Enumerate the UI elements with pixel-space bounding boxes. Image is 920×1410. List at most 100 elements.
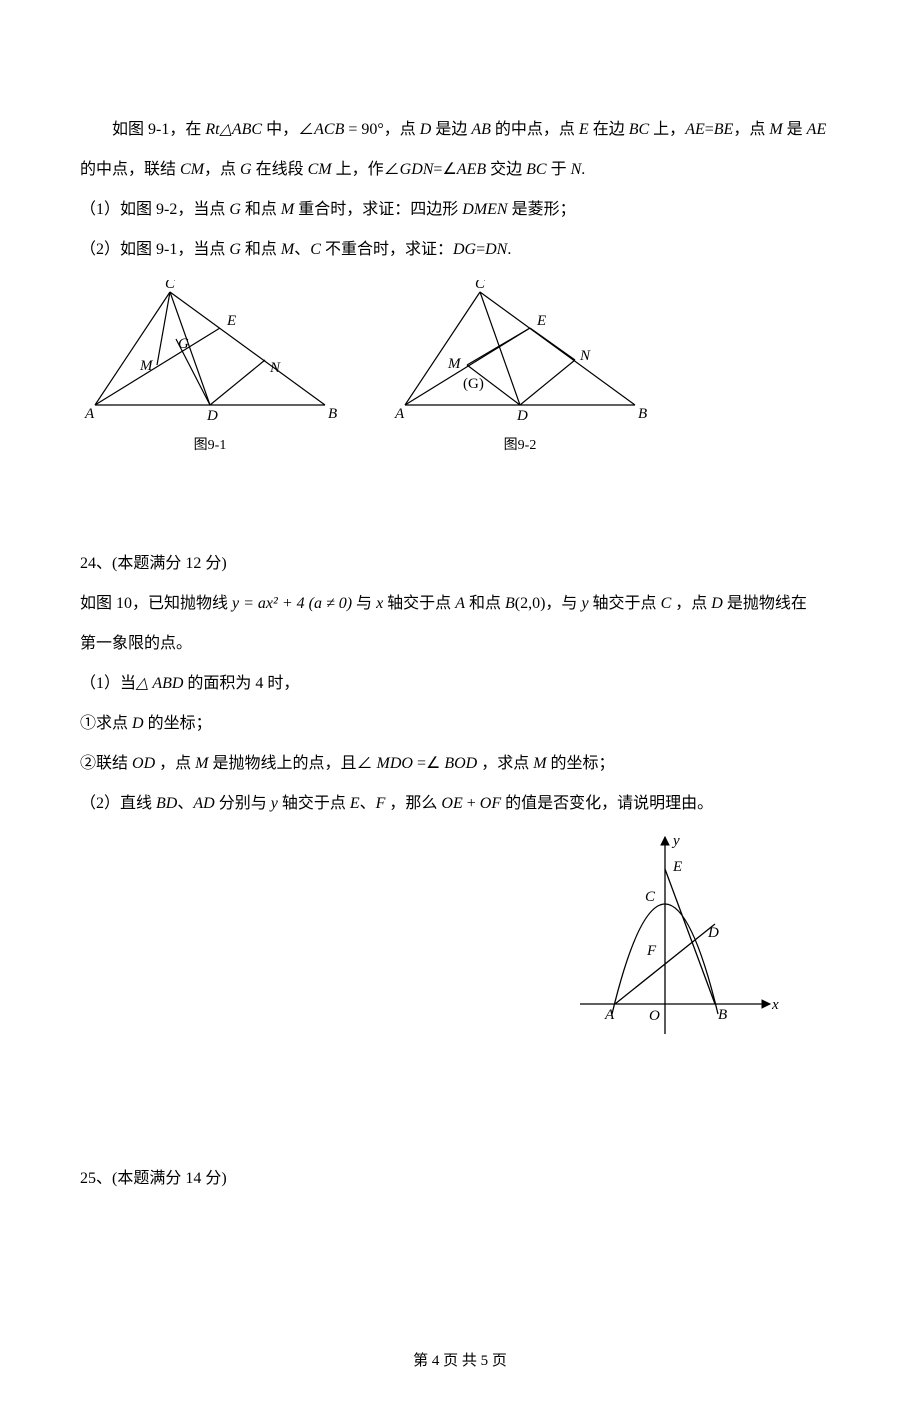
seg: CM — [180, 161, 204, 178]
svg-text:C: C — [165, 280, 176, 292]
pt: G — [229, 241, 241, 258]
text: 的中点，点 — [491, 121, 579, 138]
coord: (2,0) — [515, 595, 546, 612]
svg-text:A: A — [394, 406, 405, 422]
pt: D — [420, 121, 432, 138]
seg: DN — [485, 241, 507, 258]
page-footer: 第 4 页 共 5 页 — [80, 1349, 840, 1370]
seg: AEB — [457, 161, 486, 178]
caption-9-1: 图9-1 — [194, 434, 227, 454]
eq: y = ax² + 4 (a ≠ 0) — [232, 595, 352, 612]
svg-text:A: A — [604, 1007, 615, 1023]
svg-text:N: N — [269, 360, 281, 376]
spacer — [80, 454, 840, 544]
text: 是菱形； — [508, 201, 576, 218]
text: ，求点 — [477, 755, 533, 772]
text: ，点 — [671, 595, 711, 612]
text: 分别与 — [215, 795, 271, 812]
text: 、 — [294, 241, 310, 258]
text: 与 — [352, 595, 376, 612]
eq: = — [413, 755, 426, 772]
q24-sub1: （1）当△ ABD 的面积为 4 时， — [80, 664, 840, 704]
figure-9-1: ABCDEMGN 图9-1 — [80, 280, 340, 454]
text: 的值是否变化，请说明理由。 — [501, 795, 713, 812]
svg-text:E: E — [536, 313, 546, 329]
svg-text:B: B — [328, 406, 337, 422]
text: 是 — [783, 121, 807, 138]
text: 于 — [547, 161, 571, 178]
text: ，点 — [733, 121, 769, 138]
figure-9-2: A B C D E M(G) N 图9-2 — [390, 280, 650, 454]
text: 如图 9-1，在 — [112, 121, 205, 138]
svg-text:D: D — [707, 925, 719, 941]
graph-10: OxyABCDEF — [560, 829, 780, 1039]
text: 是抛物线在 — [723, 595, 807, 612]
diagram-9-1: ABCDEMGN — [80, 280, 340, 430]
text: 轴交于点 — [589, 595, 661, 612]
q23-sub2: （2）如图 9-1，当点 G 和点 M、C 不重合时，求证：DG=DN. — [80, 230, 840, 270]
svg-text:B: B — [638, 406, 647, 422]
text: ，那么 — [385, 795, 441, 812]
text: （2）如图 9-1，当点 — [80, 241, 229, 258]
seg: OE — [441, 795, 462, 812]
tri: △ ABD — [136, 675, 183, 692]
ang: ∠ — [426, 755, 444, 772]
q24-header: 24、(本题满分 12 分) — [80, 544, 840, 584]
text: ，点 — [384, 121, 420, 138]
seg: DG — [453, 241, 476, 258]
q24-graph-container: OxyABCDEF — [80, 829, 840, 1039]
text: 如图 10，已知抛物线 — [80, 595, 232, 612]
eq: = — [476, 241, 485, 258]
pt: F — [376, 795, 386, 812]
text: 在线段 — [252, 161, 308, 178]
seg: BC — [629, 121, 649, 138]
seg: AD — [193, 795, 214, 812]
rt: Rt — [205, 121, 219, 138]
svg-text:N: N — [579, 348, 591, 364]
seg: BE — [714, 121, 734, 138]
axis: y — [271, 795, 278, 812]
svg-text:F: F — [646, 943, 657, 959]
pt: E — [579, 121, 589, 138]
q24-sub1b: ②联结 OD ，点 M 是抛物线上的点，且∠ MDO =∠ BOD ，求点 M … — [80, 744, 840, 784]
svg-text:(G): (G) — [463, 376, 484, 392]
pt: G — [229, 201, 241, 218]
text: 在边 — [589, 121, 629, 138]
svg-text:E: E — [226, 313, 236, 329]
ang: ∠ — [384, 161, 400, 178]
pt: B — [505, 595, 515, 612]
text: （2）直线 — [80, 795, 156, 812]
svg-text:G: G — [178, 336, 189, 352]
seg: AB — [471, 121, 491, 138]
q23-sub1: （1）如图 9-2，当点 G 和点 M 重合时，求证：四边形 DMEN 是菱形； — [80, 190, 840, 230]
eq: = 90° — [344, 121, 383, 138]
text: 上，作 — [332, 161, 384, 178]
svg-text:D: D — [206, 408, 218, 424]
q24-sub2: （2）直线 BD、AD 分别与 y 轴交于点 E、F ，那么 OE + OF 的… — [80, 784, 840, 824]
pt: D — [711, 595, 723, 612]
page: 如图 9-1，在 Rt△ABC 中，∠ACB = 90°，点 D 是边 AB 的… — [0, 0, 920, 1410]
svg-text:A: A — [84, 406, 95, 422]
svg-text:D: D — [516, 408, 528, 424]
q24-sub1a: ①求点 D 的坐标； — [80, 704, 840, 744]
ang: ∠ — [442, 161, 456, 178]
eq: = — [705, 121, 714, 138]
text: 交边 — [486, 161, 526, 178]
pt: G — [240, 161, 252, 178]
seg: MDO — [377, 755, 413, 772]
seg: AE — [685, 121, 705, 138]
text: . — [581, 161, 585, 178]
text: 轴交于点 — [383, 595, 455, 612]
text: 、 — [177, 795, 193, 812]
text: 和点 — [241, 201, 281, 218]
text: ，点 — [155, 755, 195, 772]
text: （1）如图 9-2，当点 — [80, 201, 229, 218]
svg-text:M: M — [447, 356, 462, 372]
caption-9-2: 图9-2 — [504, 434, 537, 454]
svg-text:C: C — [475, 280, 486, 292]
axis: y — [581, 595, 588, 612]
pt: M — [195, 755, 208, 772]
ang: ∠ — [356, 755, 376, 772]
text: 、 — [360, 795, 376, 812]
svg-text:C: C — [645, 889, 656, 905]
